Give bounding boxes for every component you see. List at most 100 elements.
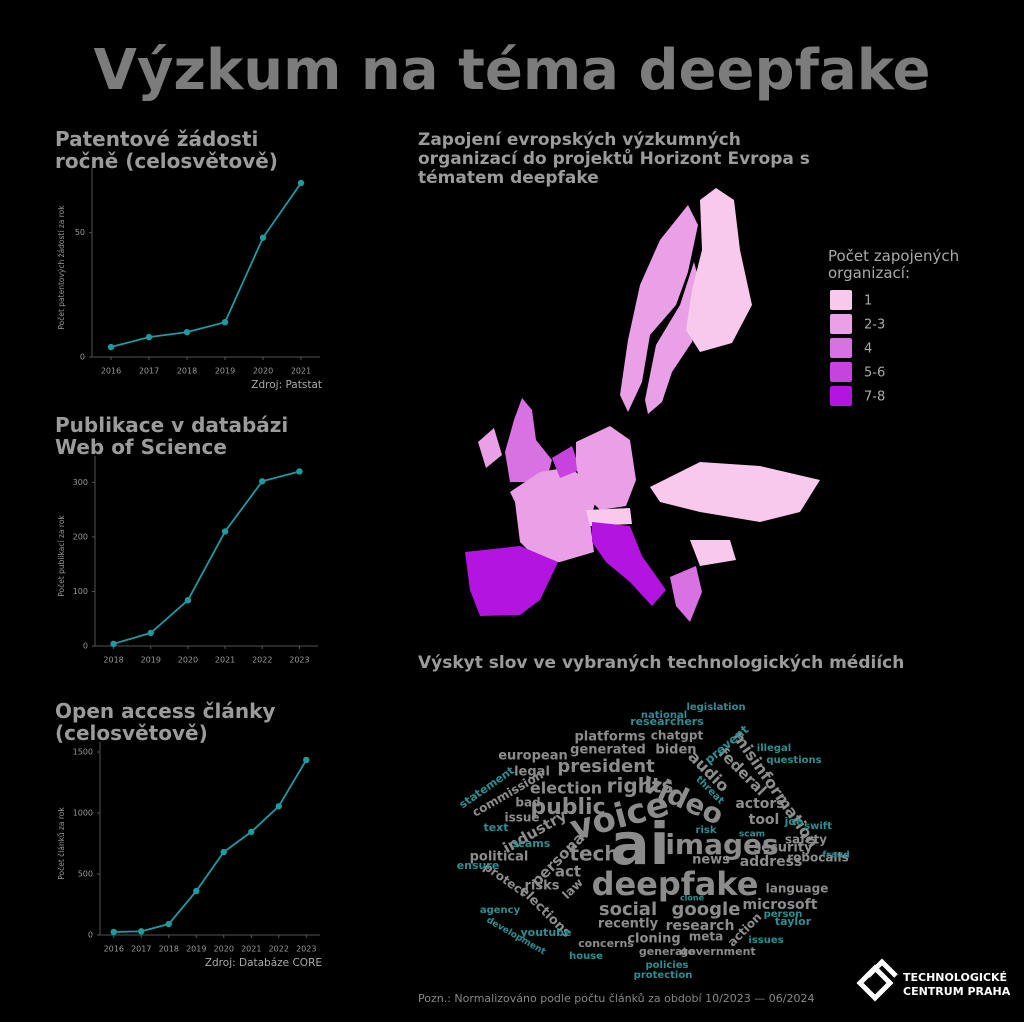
data-point — [297, 179, 305, 187]
y-tick-label: 100 — [73, 587, 88, 596]
x-tick-label: 2016 — [101, 367, 121, 376]
legend-swatch — [830, 386, 852, 406]
map-region — [586, 508, 632, 526]
legend-label: 2-3 — [864, 318, 885, 333]
cloud-word: president — [557, 756, 655, 777]
cloud-word: issues — [748, 935, 783, 946]
y-tick-label: 300 — [73, 478, 88, 487]
cloud-word: deepfake — [592, 865, 759, 903]
cloud-word: risks — [525, 879, 560, 894]
cloud-word: researchers — [630, 715, 704, 728]
y-tick-label: 50 — [75, 228, 85, 237]
y-tick-label: 1500 — [73, 748, 93, 757]
cloud-word: ensure — [457, 859, 500, 872]
x-tick-label: 2020 — [214, 945, 234, 954]
cloud-word: house — [569, 951, 603, 962]
cloud-word: actors — [735, 796, 784, 812]
cloud-word: concerns — [578, 937, 634, 950]
data-point — [275, 803, 282, 810]
data-point — [296, 468, 303, 475]
map — [465, 188, 820, 622]
x-tick-label: 2023 — [289, 656, 309, 665]
x-tick-label: 2017 — [139, 367, 159, 376]
cloud-word: cloning — [627, 932, 680, 947]
data-point — [110, 928, 117, 936]
cloud-word: google — [672, 899, 741, 920]
map-region — [592, 522, 666, 606]
legend-label: 1 — [864, 294, 872, 309]
legend-label: 5-6 — [864, 366, 885, 381]
y-tick-label: 0 — [83, 642, 88, 651]
x-tick-label: 2023 — [296, 945, 316, 954]
data-point — [220, 848, 227, 856]
y-tick-label: 0 — [88, 931, 93, 940]
data-point — [259, 234, 267, 241]
map-region — [478, 428, 502, 468]
cloud-word: fraud — [822, 851, 849, 861]
cloud-word: generate — [639, 945, 695, 958]
map-region — [576, 426, 636, 510]
cloud-word: illegal — [757, 743, 791, 754]
cloud-word: address — [740, 854, 803, 870]
legend-swatch — [830, 338, 852, 358]
cloud-word: microsoft — [743, 897, 818, 913]
legend-swatch — [830, 362, 852, 382]
cloud-word: questions — [766, 755, 821, 766]
logo-line: TECHNOLOGICKÉ — [903, 971, 1008, 984]
data-point — [138, 928, 145, 935]
x-tick-label: 2019 — [215, 367, 235, 376]
cloud-word: images — [665, 828, 778, 861]
source-note: Zdroj: Patstat — [251, 379, 322, 391]
cloud-word: security — [753, 841, 813, 856]
y-tick-label: 500 — [78, 870, 93, 879]
y-tick-label: 1000 — [73, 809, 93, 818]
data-point — [147, 629, 154, 637]
map-title: Zapojení evropských výzkumných organizac… — [418, 130, 810, 189]
cloud-word: biden — [655, 743, 696, 758]
cloud-word: agency — [480, 905, 521, 916]
x-tick-label: 2019 — [141, 656, 161, 665]
data-point — [221, 528, 229, 535]
data-line — [113, 759, 308, 933]
cloud-word: safety — [785, 833, 827, 847]
cloud-word: european — [498, 749, 568, 764]
x-tick-label: 2020 — [178, 656, 198, 665]
legend-title: Počet zapojených organizací: — [828, 247, 960, 282]
data-point — [107, 343, 115, 351]
x-tick-label: 2021 — [215, 656, 235, 665]
x-tick-label: 2020 — [253, 367, 273, 376]
data-point — [221, 318, 229, 326]
cloud-word: news — [692, 853, 730, 868]
chart-title: Patentové žádosti ročně (celosvětově) — [55, 127, 278, 174]
cloud-word: tool — [749, 812, 780, 828]
map-region — [686, 188, 752, 352]
x-tick-label: 2021 — [291, 367, 311, 376]
y-axis-label: Počet patentových žádostí za rok — [57, 205, 66, 330]
legend-label: 7-8 — [864, 390, 885, 405]
map-region — [650, 462, 820, 522]
data-point — [303, 756, 310, 764]
y-axis-label: Počet článků za rok — [57, 807, 66, 880]
cloud-word: joe — [784, 815, 804, 828]
main-title: Výzkum na téma deepfake — [94, 38, 931, 103]
cloud-word: act — [555, 863, 581, 881]
map-region — [670, 566, 702, 622]
y-tick-label: 0 — [80, 353, 85, 362]
cloud-word: chatgpt — [651, 729, 704, 743]
data-point — [193, 887, 200, 895]
chart-title: Publikace v databázi Web of Science — [55, 413, 289, 460]
cloud-word: scams — [512, 837, 551, 850]
cloud-word: national — [641, 710, 687, 721]
legend-swatch — [830, 314, 852, 334]
map-region — [645, 262, 702, 414]
x-tick-label: 2018 — [177, 367, 197, 376]
x-tick-label: 2017 — [131, 945, 151, 954]
cloud-word: legislation — [686, 702, 745, 713]
cloud-word: social — [599, 899, 657, 920]
x-tick-label: 2022 — [252, 656, 272, 665]
x-tick-label: 2022 — [269, 945, 289, 954]
data-line — [113, 470, 300, 645]
x-tick-label: 2016 — [104, 945, 124, 954]
